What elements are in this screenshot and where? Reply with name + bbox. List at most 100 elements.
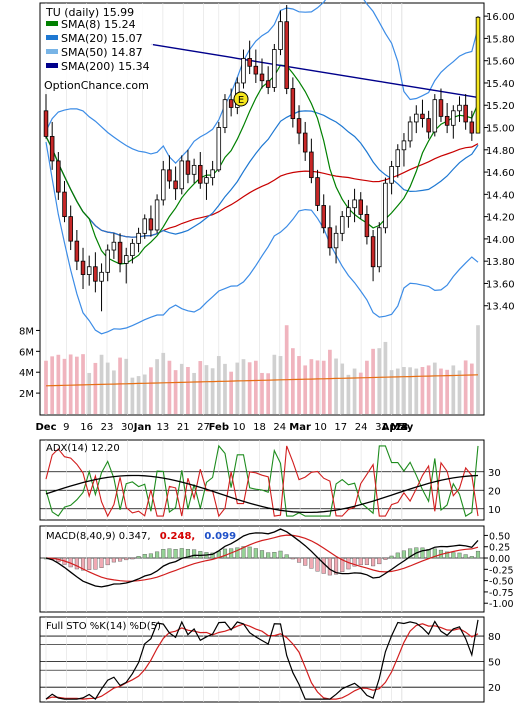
- volume-bar: [420, 367, 425, 414]
- macd-histogram-bar: [469, 556, 474, 559]
- volume-bar: [62, 358, 67, 414]
- candle-body: [475, 16, 481, 134]
- candle-body: [228, 99, 234, 108]
- volume-bar: [439, 368, 443, 414]
- volume-bar: [235, 362, 240, 414]
- macd-tick-label: -0.25: [489, 565, 514, 576]
- volume-bar: [198, 361, 203, 414]
- volume-tick-label: 6M: [19, 347, 34, 358]
- candle-body: [105, 249, 110, 273]
- macd-signal-line: [45, 534, 479, 582]
- candle-body: [321, 205, 326, 229]
- candle-body: [49, 136, 55, 162]
- volume-bar: [284, 325, 289, 414]
- macd-histogram-bar: [284, 554, 289, 559]
- volume-bar: [81, 354, 85, 414]
- legend-sma8: SMA(8) 15.24: [61, 18, 136, 31]
- macd-histogram-bar: [445, 551, 450, 559]
- candle-body: [438, 99, 444, 117]
- legend-swatch-sma200: [46, 63, 58, 68]
- macd-histogram-bar: [463, 554, 468, 559]
- macd-histogram-bar: [118, 557, 123, 562]
- x-tick-label: 31: [375, 422, 388, 433]
- candle-body: [185, 160, 191, 175]
- volume-bar: [377, 348, 382, 414]
- candle-body: [111, 241, 117, 251]
- candle-body: [161, 169, 166, 201]
- volume-bar: [278, 356, 283, 414]
- legend-box: [41, 4, 153, 84]
- x-tick-label: 14: [395, 422, 408, 433]
- macd-histogram-bar: [309, 557, 314, 569]
- volume-bar: [297, 356, 301, 414]
- candle-body: [457, 104, 462, 112]
- macd-histogram-bar: [87, 557, 92, 570]
- adx-line: [45, 474, 479, 514]
- candle-body: [259, 73, 265, 82]
- price-tick-label: 13.80: [486, 257, 515, 268]
- sto-tick-label: 80: [488, 632, 501, 643]
- x-tick-label: 24: [355, 422, 368, 433]
- candle-body: [426, 118, 431, 133]
- volume-bar: [291, 348, 295, 414]
- candle-body: [463, 104, 468, 123]
- volume-tick-label: 2M: [19, 389, 34, 400]
- legend-sma200: SMA(200) 15.34: [61, 60, 150, 73]
- price-tick-label: 14.00: [486, 235, 515, 246]
- volume-bar: [136, 376, 141, 414]
- candle-body: [414, 113, 419, 123]
- ticker-label: TU (daily) 15.99: [45, 6, 134, 19]
- volume-bar: [204, 365, 209, 414]
- volume-bar: [340, 363, 345, 414]
- volume-bar: [192, 372, 196, 414]
- macd-histogram-bar: [142, 554, 147, 559]
- macd-histogram-bar: [247, 546, 252, 559]
- macd-label: MACD(8,40,9) 0.347, 0.248, 0.099: [46, 531, 236, 542]
- volume-bar: [426, 365, 431, 414]
- x-tick-label: 21: [395, 422, 408, 433]
- x-tick-label: 27: [197, 422, 210, 433]
- volume-bar: [93, 362, 98, 414]
- volume-bar: [241, 359, 246, 414]
- candle-body: [444, 115, 450, 126]
- macd-histogram-bar: [74, 557, 79, 570]
- x-tick-label: Mar: [289, 422, 311, 433]
- legend-swatch-sma50: [46, 49, 58, 54]
- sto-tick-label: 20: [488, 683, 501, 694]
- candle-body: [216, 127, 222, 171]
- lower-band: [45, 141, 479, 335]
- macd-histogram-bar: [371, 557, 376, 567]
- macd-histogram-bar: [161, 549, 166, 559]
- x-tick-label: Dec: [35, 422, 56, 433]
- candle-body: [167, 169, 172, 182]
- candle-body: [383, 182, 388, 229]
- volume-bar: [463, 360, 468, 414]
- macd-value-3: 0.099: [204, 531, 236, 542]
- volume-bar: [334, 358, 338, 414]
- volume-bar: [210, 368, 215, 414]
- adx-tick-label: 10: [488, 505, 501, 516]
- macd-histogram-bar: [389, 555, 394, 559]
- volume-bar: [112, 370, 116, 414]
- volume-bar: [445, 369, 449, 414]
- x-tick-label: 13: [157, 422, 170, 433]
- candle-body: [395, 149, 401, 167]
- candle-body: [358, 199, 363, 215]
- candle-body: [327, 227, 333, 249]
- macd-histogram-bar: [358, 557, 363, 566]
- sto-tick-label: 50: [488, 658, 501, 669]
- candle-body: [370, 236, 376, 268]
- volume-bar: [303, 365, 308, 414]
- volume-bar: [247, 362, 252, 414]
- candle-body: [204, 177, 209, 184]
- macd-histogram-bar: [296, 557, 302, 563]
- x-tick-label: 17: [334, 422, 347, 433]
- candle-body: [284, 21, 289, 89]
- x-tick-label: May: [390, 422, 413, 433]
- candle-body: [265, 80, 271, 88]
- legend-sma50: SMA(50) 14.87: [61, 46, 143, 59]
- volume-bar: [457, 370, 462, 414]
- macd-histogram-bar: [475, 550, 481, 559]
- candle-body: [117, 241, 123, 264]
